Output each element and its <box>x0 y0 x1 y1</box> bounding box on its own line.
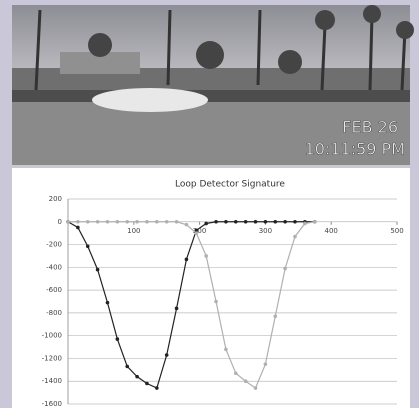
x-tick-label: 100 <box>127 227 140 235</box>
point <box>155 386 159 390</box>
y-tick-label: -600 <box>46 286 62 294</box>
point <box>165 220 169 224</box>
point <box>204 254 208 258</box>
point <box>224 220 228 224</box>
photo-time: 10:11:59 PM <box>305 140 405 159</box>
point <box>86 244 90 248</box>
point <box>273 315 277 319</box>
point <box>254 386 258 390</box>
y-tick-label: 200 <box>49 195 62 203</box>
x-tick-label: 300 <box>259 227 272 235</box>
point <box>76 226 80 230</box>
point <box>145 220 149 224</box>
point <box>234 371 238 375</box>
point <box>86 220 90 224</box>
point <box>264 362 268 366</box>
point <box>204 222 208 226</box>
y-tick-label: -1000 <box>42 332 62 340</box>
point <box>185 223 189 227</box>
point <box>254 220 258 224</box>
chart-title: Loop Detector Signature <box>175 180 285 190</box>
chart-panel <box>12 168 410 408</box>
point <box>195 231 199 235</box>
point <box>116 337 120 341</box>
point <box>145 382 149 386</box>
point <box>303 222 307 226</box>
point <box>273 220 277 224</box>
screen: FEB 26 10:11:59 PM Loop Detector Signatu… <box>0 0 419 408</box>
point <box>116 220 120 224</box>
y-tick-label: 0 <box>58 218 62 226</box>
point <box>293 220 297 224</box>
point <box>155 220 159 224</box>
point <box>175 220 179 224</box>
point <box>264 220 268 224</box>
point <box>135 375 139 379</box>
y-tick-label: -400 <box>46 263 62 271</box>
point <box>106 220 110 224</box>
point <box>165 353 169 357</box>
point <box>76 220 80 224</box>
point <box>283 267 287 271</box>
point <box>224 348 228 352</box>
photo-date: FEB 26 <box>342 118 398 137</box>
photo: FEB 26 10:11:59 PM <box>12 5 414 165</box>
point <box>96 220 100 224</box>
point <box>185 258 189 262</box>
point <box>135 220 139 224</box>
point <box>96 268 100 272</box>
point <box>106 301 110 305</box>
y-tick-label: -1400 <box>42 377 62 385</box>
x-tick-label: 500 <box>390 227 403 235</box>
point <box>214 300 218 304</box>
y-tick-label: -800 <box>46 309 62 317</box>
x-tick-label: 400 <box>325 227 338 235</box>
y-tick-label: -1200 <box>42 354 62 362</box>
point <box>244 220 248 224</box>
point <box>234 220 238 224</box>
point <box>244 379 248 383</box>
point <box>175 307 179 311</box>
point <box>125 365 129 369</box>
point <box>283 220 287 224</box>
y-tick-label: -200 <box>46 241 62 249</box>
point <box>313 220 317 224</box>
point <box>125 220 129 224</box>
point <box>66 220 70 224</box>
point <box>214 220 218 224</box>
y-tick-label: -1600 <box>42 400 62 408</box>
point <box>293 235 297 239</box>
